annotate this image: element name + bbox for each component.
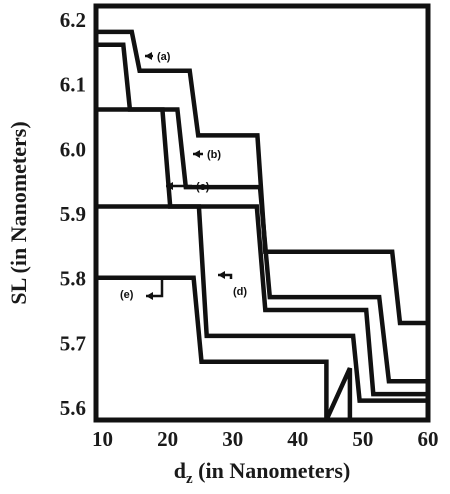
- series-e-line: [96, 275, 353, 421]
- x-axis: 10 20 30 40 50 60: [92, 427, 438, 451]
- annotation-a-label: (a): [157, 51, 171, 63]
- y-axis-title: SL (in Nanometers): [6, 121, 31, 304]
- y-tick-label: 5.6: [60, 396, 86, 420]
- plot-frame: [93, 3, 431, 423]
- x-tick-label: 50: [352, 427, 373, 451]
- y-tick-label: 6.1: [60, 73, 86, 97]
- series-b-line: [96, 42, 428, 384]
- series-c-line: [96, 107, 428, 397]
- annotation-c-label: (c): [196, 181, 210, 193]
- annotation-b-arrowhead: [193, 150, 200, 158]
- x-tick-label: 30: [222, 427, 243, 451]
- x-tick-label: 10: [92, 427, 113, 451]
- y-tick-label: 6.0: [60, 137, 86, 161]
- y-tick-label: 5.8: [60, 267, 86, 291]
- annotation-e-label: (e): [120, 289, 134, 301]
- x-tick-label: 20: [157, 427, 178, 451]
- annotation-b-label: (b): [207, 149, 221, 161]
- annotation-c-arrowhead: [166, 182, 173, 190]
- x-tick-label: 40: [287, 427, 308, 451]
- annotation-e-arrowhead: [146, 292, 153, 300]
- y-axis: 5.6 5.7 5.8 5.9 6.0 6.1 6.2: [60, 8, 86, 420]
- annotation-group: (a) (b) (c) (d) (e): [120, 51, 247, 301]
- annotation-d-label: (d): [233, 286, 247, 298]
- y-tick-label: 5.7: [60, 331, 86, 355]
- series-d-line: [96, 204, 428, 403]
- annotation-a-arrowhead: [145, 52, 152, 60]
- y-tick-label: 5.9: [60, 202, 86, 226]
- x-tick-label: 60: [418, 427, 439, 451]
- series-a-line: [96, 29, 428, 326]
- annotation-e-arrow: [146, 277, 164, 298]
- series-group: [96, 29, 428, 421]
- x-axis-title: dz (in Nanometers): [174, 458, 351, 487]
- y-tick-label: 6.2: [60, 8, 86, 32]
- annotation-d-arrowhead: [218, 271, 225, 279]
